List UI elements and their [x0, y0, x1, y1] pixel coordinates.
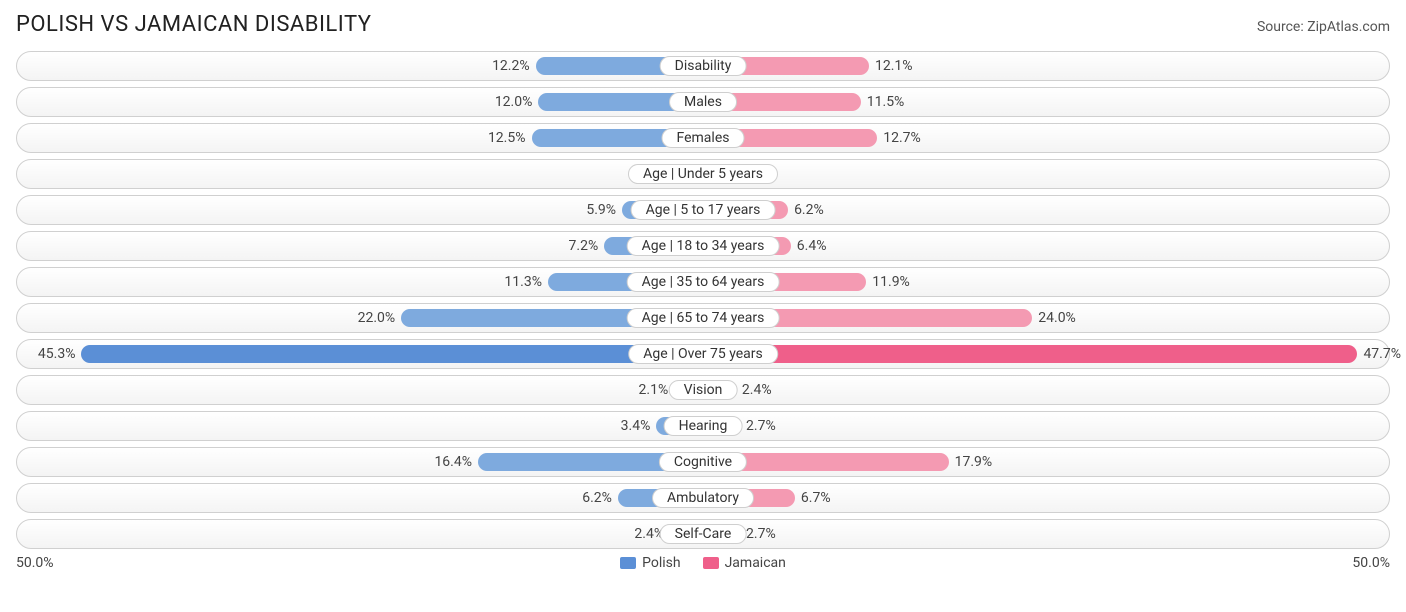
value-label-right: 17.9%	[955, 454, 993, 470]
chart-row: 12.5% 12.7% Females	[16, 123, 1390, 153]
category-label: Age | 65 to 74 years	[627, 308, 780, 328]
category-label: Age | Under 5 years	[628, 164, 778, 184]
chart-row: 2.1% 2.4%Vision	[16, 375, 1390, 405]
value-label-right: 12.1%	[875, 58, 913, 74]
axis-right-max: 50.0%	[1352, 555, 1390, 571]
value-label-right: 2.4%	[742, 382, 772, 398]
category-label: Cognitive	[659, 452, 747, 472]
diverging-bar-chart: 12.2% 12.1% Disability 12.0% 11.5% Males 12.5%…	[16, 51, 1390, 549]
value-label-left: 12.2%	[492, 58, 530, 74]
value-label-right: 11.9%	[872, 274, 910, 290]
value-label-right: 12.7%	[883, 130, 921, 146]
value-label-left: 7.2%	[569, 238, 599, 254]
bar-right: 47.7%	[703, 345, 1357, 363]
chart-footer: 50.0% Polish Jamaican 50.0%	[16, 555, 1390, 571]
bar-left: 45.3%	[81, 345, 703, 363]
header: POLISH VS JAMAICAN DISABILITY Source: Zi…	[16, 12, 1390, 37]
chart-row: 6.2% 6.7% Ambulatory	[16, 483, 1390, 513]
value-label-left: 12.0%	[495, 94, 533, 110]
legend-item-left: Polish	[620, 555, 680, 571]
category-label: Females	[662, 128, 745, 148]
category-label: Vision	[669, 380, 738, 400]
legend-swatch-right	[703, 557, 719, 569]
category-label: Disability	[660, 56, 747, 76]
category-label: Hearing	[664, 416, 743, 436]
value-label-left: 45.3%	[38, 346, 76, 362]
value-label-left: 2.1%	[639, 382, 669, 398]
value-label-right: 2.7%	[746, 526, 776, 542]
chart-row: 16.4% 17.9% Cognitive	[16, 447, 1390, 477]
category-label: Age | 35 to 64 years	[627, 272, 780, 292]
chart-row: 5.9% 6.2% Age | 5 to 17 years	[16, 195, 1390, 225]
category-label: Self-Care	[660, 524, 747, 544]
category-label: Age | 5 to 17 years	[631, 200, 776, 220]
chart-row: 3.4% 2.7%Hearing	[16, 411, 1390, 441]
chart-row: 7.2% 6.4% Age | 18 to 34 years	[16, 231, 1390, 261]
chart-row: 1.6%1.3%Age | Under 5 years	[16, 159, 1390, 189]
value-label-right: 2.7%	[746, 418, 776, 434]
source-attribution: Source: ZipAtlas.com	[1257, 19, 1390, 35]
value-label-right: 24.0%	[1038, 310, 1076, 326]
value-label-left: 3.4%	[621, 418, 651, 434]
axis-left-max: 50.0%	[16, 555, 54, 571]
category-label: Age | 18 to 34 years	[627, 236, 780, 256]
chart-row: 12.2% 12.1% Disability	[16, 51, 1390, 81]
chart-row: 45.3%47.7%Age | Over 75 years	[16, 339, 1390, 369]
chart-row: 22.0% 24.0% Age | 65 to 74 years	[16, 303, 1390, 333]
value-label-left: 5.9%	[586, 202, 616, 218]
chart-row: 11.3% 11.9% Age | 35 to 64 years	[16, 267, 1390, 297]
value-label-right: 6.2%	[794, 202, 824, 218]
legend-item-right: Jamaican	[703, 555, 786, 571]
value-label-right: 47.7%	[1363, 346, 1401, 362]
legend-label-right: Jamaican	[725, 555, 786, 571]
category-label: Ambulatory	[652, 488, 754, 508]
category-label: Age | Over 75 years	[628, 344, 778, 364]
legend-swatch-left	[620, 557, 636, 569]
legend: Polish Jamaican	[620, 555, 786, 571]
value-label-left: 11.3%	[504, 274, 542, 290]
value-label-left: 16.4%	[434, 454, 472, 470]
value-label-right: 6.7%	[801, 490, 831, 506]
value-label-left: 6.2%	[582, 490, 612, 506]
value-label-right: 11.5%	[867, 94, 905, 110]
chart-row: 2.4%2.7%Self-Care	[16, 519, 1390, 549]
chart-title: POLISH VS JAMAICAN DISABILITY	[16, 12, 371, 37]
legend-label-left: Polish	[642, 555, 680, 571]
value-label-left: 22.0%	[358, 310, 396, 326]
category-label: Males	[669, 92, 737, 112]
value-label-right: 6.4%	[797, 238, 827, 254]
chart-row: 12.0% 11.5% Males	[16, 87, 1390, 117]
value-label-left: 12.5%	[488, 130, 526, 146]
